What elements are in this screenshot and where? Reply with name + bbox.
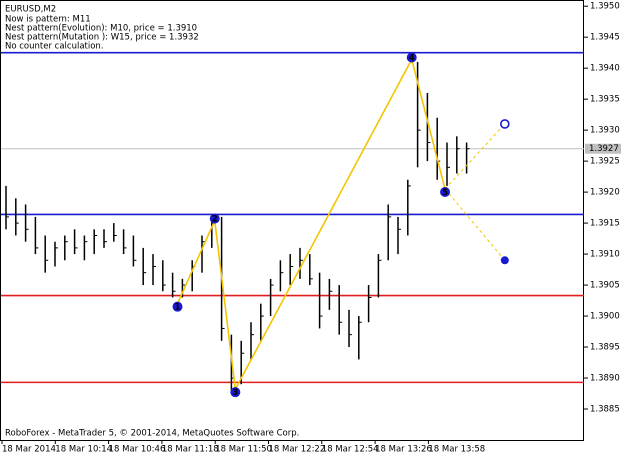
zigzag-label: 1	[175, 303, 181, 313]
zigzag-label: 5	[442, 188, 448, 198]
x-tick-label: 18 Mar 12:54	[322, 445, 379, 455]
x-tick-label: 18 Mar 13:58	[428, 445, 485, 455]
y-tick-label: 1.3900	[590, 312, 620, 322]
plot-frame	[0, 0, 584, 441]
y-tick-label: 1.3890	[590, 374, 620, 384]
y-tick-label: 1.3930	[590, 126, 620, 136]
info-line: Nest pattern(Mutation ): W15, price = 1.…	[5, 33, 199, 43]
y-tick-label: 1.3920	[590, 188, 620, 198]
current-price-box	[585, 143, 621, 154]
x-tick-label: 18 Mar 10:14	[55, 445, 112, 455]
zigzag-label: 3	[232, 388, 238, 398]
y-tick-label: 1.3915	[590, 219, 620, 229]
info-line: Nest pattern(Evolution): M10, price = 1.…	[5, 24, 197, 34]
zigzag-point	[172, 301, 183, 312]
y-tick-label: 1.3925	[590, 157, 620, 167]
zigzag-label: 2	[212, 215, 218, 225]
info-line: No counter calculation.	[5, 42, 104, 52]
projection-point	[500, 119, 510, 129]
zigzag-label: 4	[409, 53, 415, 63]
x-tick-label: 18 Mar 11:50	[215, 445, 272, 455]
x-tick-label: 18 Mar 11:18	[162, 445, 219, 455]
x-tick-label: 18 Mar 10:46	[109, 445, 166, 455]
x-tick-label: 18 Mar 12:22	[269, 445, 326, 455]
y-tick-label: 1.3885	[590, 405, 620, 415]
y-tick-label: 1.3950	[590, 2, 620, 12]
x-tick-label: 18 Mar 13:26	[375, 445, 432, 455]
zigzag-point	[230, 387, 241, 398]
current-price-label: 1.3927	[589, 144, 619, 154]
symbol: EURUSD,M2	[5, 5, 56, 15]
y-tick-label: 1.3945	[590, 33, 620, 43]
projection-line	[444, 123, 506, 190]
zigzag-point	[209, 213, 220, 224]
info-line: Now is pattern: M11	[5, 15, 91, 25]
y-tick-label: 1.3895	[590, 343, 620, 353]
zigzag-point	[406, 52, 417, 63]
y-tick-label: 1.3905	[590, 281, 620, 291]
y-tick-label: 1.3940	[590, 64, 620, 74]
zigzag-point	[440, 187, 451, 198]
projection-point	[500, 256, 509, 265]
y-tick-label: 1.3935	[590, 95, 620, 105]
y-tick-label: 1.3910	[590, 250, 620, 260]
footer: RoboForex - MetaTrader 5, © 2001-2014, M…	[5, 429, 299, 439]
x-tick-label: 18 Mar 2014	[2, 445, 56, 455]
